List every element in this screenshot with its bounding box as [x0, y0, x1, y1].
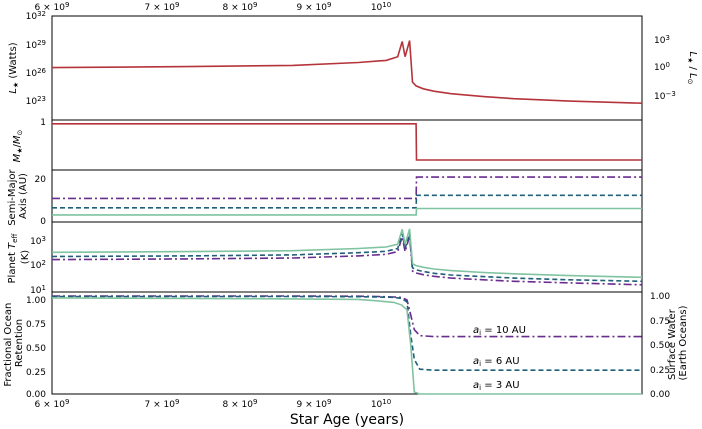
ocean-ylabel-right-line2: (Earth Oceans)	[678, 305, 689, 380]
panel-sma: 20 0 Semi-Major Axis (AU)	[7, 166, 47, 227]
lum-rtick-1e0: 100	[654, 61, 670, 73]
lum-ytick-1e32: 1032	[26, 10, 46, 22]
planet_temperature-series-2-line	[51, 228, 643, 279]
mass-series-0-line	[52, 123, 642, 161]
top-xtick-1e10: 1010	[371, 1, 391, 13]
panel-teff: 103 102 101 Planet Teff (K)	[7, 231, 46, 296]
ocean-ytick-050: 0.50	[26, 344, 46, 354]
panel-mass-frame	[51, 119, 643, 171]
teff-ytick-1e3: 103	[30, 235, 46, 247]
ocean-ylabel: Fractional Ocean Retention	[3, 299, 25, 386]
ocean-yticks-right: 1.00 0.75 0.50 0.25 0.00	[650, 292, 670, 400]
panel-ocean: 1.00 0.75 0.50 0.25 0.00 1.00 0.75 0.50 …	[3, 292, 689, 400]
mass-ylabel: M★/M⊙	[12, 130, 24, 163]
lum-ytick-1e23: 1023	[26, 95, 46, 107]
planet_temperature-series-0-line	[51, 235, 643, 286]
teff-ytick-1e2: 102	[30, 259, 46, 271]
chart-series	[51, 40, 643, 395]
semi_major_axis-series-1-line	[52, 194, 642, 209]
annotation-10au: ai = 10 AU	[473, 325, 526, 337]
lum-yticks-right: 103 100 10−3	[654, 34, 676, 102]
lum-ytick-1e29: 1029	[26, 39, 46, 51]
planet_temperature-series-1-line	[51, 232, 643, 283]
bottom-xtick-labels: 6 × 109 7 × 109 8 × 109 9 × 109 1010	[35, 398, 392, 410]
top-xtick-9e9: 9 × 109	[297, 1, 332, 13]
ocean-ytick-100: 1.00	[26, 296, 46, 306]
ocean-ylabel-line2: Retention	[14, 319, 25, 367]
ocean-ylabel-line1: Fractional Ocean	[3, 303, 14, 387]
ocean-ylabel-right-line1: Surface Water	[667, 308, 678, 380]
ocean-ytick-025: 0.25	[26, 368, 46, 378]
teff-ylabel: Planet Teff (K)	[7, 231, 31, 284]
semi_major_axis-series-2-line	[52, 207, 642, 216]
ocean_retention-series-2-line	[51, 297, 642, 395]
sma-ylabel: Semi-Major Axis (AU)	[7, 166, 29, 226]
ocean-ylabel-right: Surface Water (Earth Oceans)	[667, 305, 689, 380]
lum-rtick-1e3: 103	[654, 34, 670, 46]
ocean-rtick-100: 1.00	[650, 292, 670, 302]
sma-ytick-20: 20	[35, 175, 47, 185]
bottom-xtick-8e9: 8 × 109	[223, 398, 258, 410]
lum-yticks: 1032 1029 1026 1023	[26, 10, 47, 107]
ocean-rtick-025: 0.25	[650, 366, 670, 376]
x-axis-label: Star Age (years)	[290, 412, 404, 428]
sma-ylabel-line1: Semi-Major	[7, 169, 18, 226]
sma-ylabel-line2: Axis (AU)	[18, 173, 29, 219]
panel-mass: 1 M★/M⊙	[12, 118, 46, 162]
luminosity-series-0-line	[51, 40, 643, 104]
annotation-3au: ai = 3 AU	[473, 380, 520, 392]
teff-ylabel-line2: (K)	[20, 250, 31, 264]
ocean-rtick-000: 0.00	[650, 390, 670, 400]
bottom-xtick-9e9: 9 × 109	[297, 398, 332, 410]
lum-rtick-1e-3: 10−3	[654, 90, 676, 102]
top-xtick-7e9: 7 × 109	[145, 1, 180, 13]
ocean-ytick-075: 0.75	[26, 320, 46, 330]
ocean_retention-series-0-line	[52, 295, 642, 338]
ocean-ytick-000: 0.00	[26, 390, 46, 400]
bottom-xtick-6e9: 6 × 109	[35, 398, 70, 410]
ocean_retention-series-1-line	[52, 295, 642, 371]
ocean-rtick-050: 0.50	[650, 341, 670, 351]
panel-luminosity-frame	[51, 15, 643, 121]
mass-ytick-1: 1	[40, 118, 46, 128]
sma-ytick-0: 0	[40, 217, 46, 227]
ocean-rtick-075: 0.75	[650, 317, 670, 327]
panel-ocean-frame	[51, 291, 643, 395]
teff-ytick-1e1: 101	[30, 284, 46, 296]
top-xtick-6e9: 6 × 109	[35, 1, 70, 13]
top-xtick-labels: 6 × 109 7 × 109 8 × 109 9 × 109 1010	[35, 1, 392, 13]
bottom-xtick-1e10: 1010	[371, 398, 391, 410]
lum-ytick-1e26: 1026	[26, 67, 47, 79]
lum-ylabel: L★ (Watts)	[8, 42, 20, 93]
teff-ylabel-line1: Planet Teff	[7, 234, 19, 284]
bottom-xtick-7e9: 7 × 109	[145, 398, 180, 410]
annotation-6au: ai = 6 AU	[473, 356, 520, 368]
panel-luminosity: 1032 1029 1026 1023 103 100 10−3 L★ (Wat…	[8, 10, 698, 107]
ocean-yticks: 1.00 0.75 0.50 0.25 0.00	[26, 296, 46, 400]
semi_major_axis-series-0-line	[52, 176, 642, 200]
lum-ylabel-right: L★ / L⊙	[686, 51, 698, 84]
top-xtick-8e9: 8 × 109	[223, 1, 258, 13]
